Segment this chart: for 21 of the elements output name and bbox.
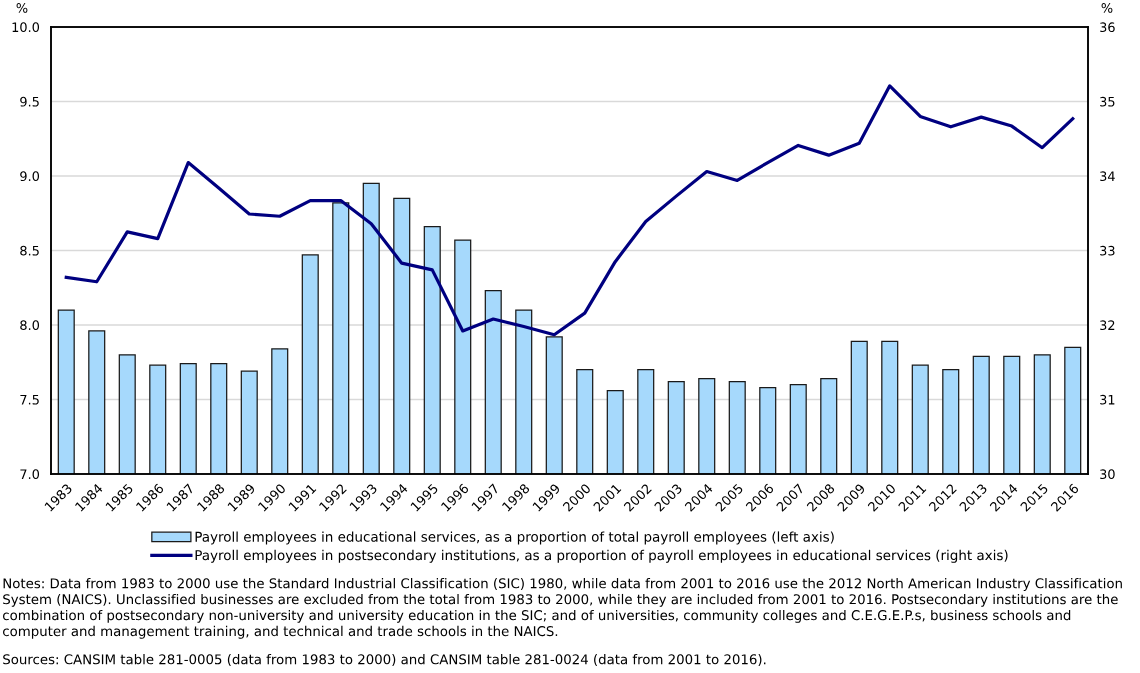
y-tick-label: 9.5 — [20, 96, 39, 107]
source-note: Sources: CANSIM table 281-0005 (data from 1983 to 2000) and CANSIM table 281-0024 (data from 2001 to 2016). — [3, 654, 766, 666]
y-tick-label: 10.0 — [12, 22, 40, 33]
y2-tick-label: 30 — [1100, 469, 1115, 480]
y2-tick-label: 31 — [1100, 394, 1115, 405]
text: Notes: Data from 1983 to 2000 use the Standard Industrial Classification (SIC) 1980, while data from 2001 to 2016 use the 2012 North American Industry Classification System (NAICS). Unclassified businesses are excluded from the total from 1983 to 2000, while they are included from 2001 to 2016. Postsecondary institutions are the combination of postsecondary non-university and university education in the SIC; and of universities, community colleges and C.E.G.E.P.s, business schools and computer and management training, and technical and trade schools in the NAICS. — [3, 578, 1122, 639]
y-tick-label: 9.0 — [20, 171, 40, 182]
y-tick-label: 7.5 — [20, 394, 39, 405]
y-tick-label: 7.0 — [20, 469, 40, 480]
y-tick-label: 8.5 — [20, 245, 39, 256]
legend-label: Payroll employees in educational services, as a proportion of total payroll employees (left axis) — [195, 531, 834, 545]
y-tick-label: 8.0 — [20, 320, 40, 331]
y2-tick-label: 34 — [1100, 171, 1115, 182]
line-series — [64, 84, 1075, 337]
legend-label: Payroll employees in postsecondary institutions, as a proportion of payroll employees in educational services (right axis) — [195, 549, 1008, 563]
y2-tick-label: 35 — [1100, 96, 1115, 107]
y2-tick-label: 33 — [1100, 245, 1115, 256]
y2-axis-title: % — [1101, 3, 1113, 13]
y2-tick-label: 32 — [1100, 320, 1115, 331]
y-axis-title: % — [16, 3, 28, 13]
y2-tick-label: 36 — [1100, 22, 1115, 33]
